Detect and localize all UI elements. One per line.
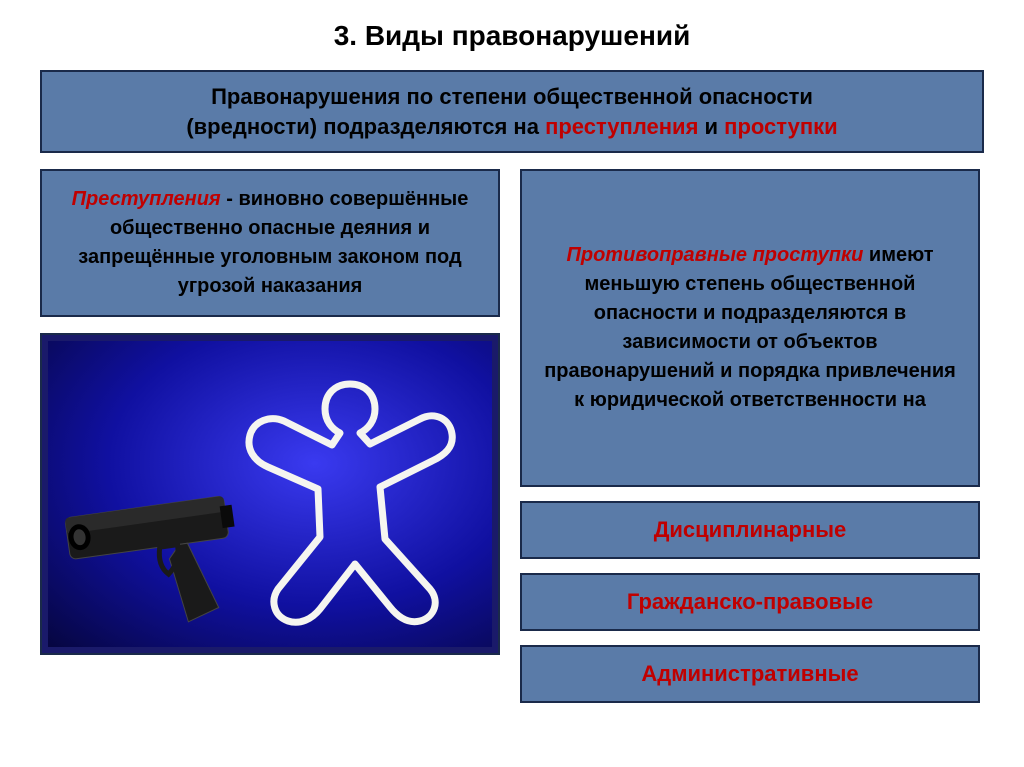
misdemeanors-lead: Противоправные проступки — [566, 244, 863, 266]
intro-line2-a: (вредности) подразделяются на — [186, 114, 545, 139]
misdemeanors-rest: имеют меньшую степень общественной опасн… — [544, 244, 956, 411]
misdemeanors-definition-box: Противоправные проступки имеют меньшую с… — [520, 169, 980, 487]
handgun-icon — [60, 463, 290, 633]
image-background — [48, 341, 492, 647]
category-disciplinary: Дисциплинарные — [520, 501, 980, 559]
left-column: Преступления - виновно совершённые общес… — [40, 169, 500, 703]
crime-scene-image — [40, 333, 500, 655]
intro-line2-mid: и — [698, 114, 724, 139]
two-column-layout: Преступления - виновно совершённые общес… — [40, 169, 984, 703]
crimes-lead: Преступления — [72, 188, 221, 210]
slide-title: 3. Виды правонарушений — [40, 20, 984, 52]
intro-definition-box: Правонарушения по степени общественной о… — [40, 70, 984, 153]
crimes-definition-box: Преступления - виновно совершённые общес… — [40, 169, 500, 317]
intro-highlight-2: проступки — [724, 114, 838, 139]
right-column: Противоправные проступки имеют меньшую с… — [520, 169, 980, 703]
intro-line1: Правонарушения по степени общественной о… — [211, 84, 813, 109]
category-administrative: Административные — [520, 645, 980, 703]
category-civil: Гражданско-правовые — [520, 573, 980, 631]
intro-highlight-1: преступления — [545, 114, 698, 139]
